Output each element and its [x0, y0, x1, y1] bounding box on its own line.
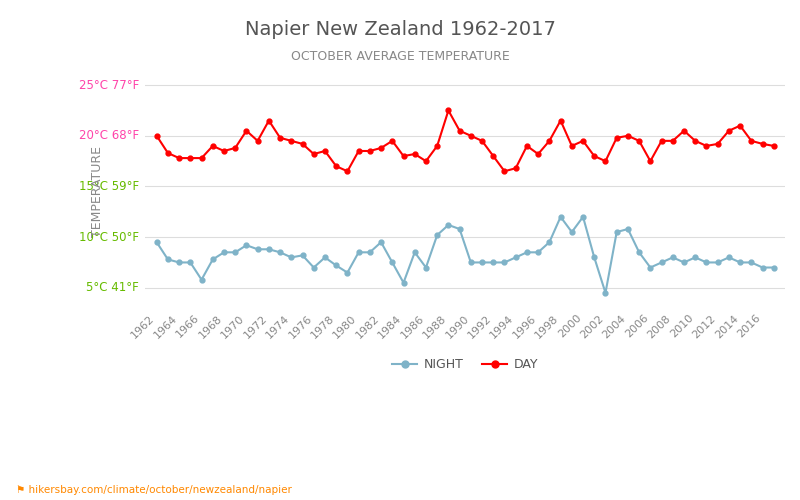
- NIGHT: [534, 250, 543, 256]
- DAY: [163, 150, 173, 156]
- DAY: [443, 108, 453, 114]
- DAY: [152, 133, 162, 139]
- DAY: [578, 138, 588, 144]
- NIGHT: [567, 229, 577, 235]
- Text: 5°C 41°F: 5°C 41°F: [86, 282, 139, 294]
- Text: OCTOBER AVERAGE TEMPERATURE: OCTOBER AVERAGE TEMPERATURE: [290, 50, 510, 63]
- Text: Napier New Zealand 1962-2017: Napier New Zealand 1962-2017: [245, 20, 555, 39]
- Line: DAY: DAY: [154, 108, 776, 174]
- NIGHT: [556, 214, 566, 220]
- Text: TEMPERATURE: TEMPERATURE: [91, 146, 104, 237]
- Text: ⚑ hikersbay.com/climate/october/newzealand/napier: ⚑ hikersbay.com/climate/october/newzeala…: [16, 485, 292, 495]
- DAY: [522, 143, 532, 149]
- DAY: [556, 118, 566, 124]
- NIGHT: [500, 260, 510, 266]
- Legend: NIGHT, DAY: NIGHT, DAY: [387, 354, 543, 376]
- Line: NIGHT: NIGHT: [154, 214, 776, 296]
- Text: 15°C 59°F: 15°C 59°F: [79, 180, 139, 193]
- NIGHT: [601, 290, 610, 296]
- NIGHT: [769, 264, 778, 270]
- NIGHT: [646, 264, 655, 270]
- NIGHT: [376, 239, 386, 245]
- Text: 20°C 68°F: 20°C 68°F: [79, 130, 139, 142]
- DAY: [387, 138, 397, 144]
- DAY: [769, 143, 778, 149]
- NIGHT: [163, 256, 173, 262]
- NIGHT: [152, 239, 162, 245]
- DAY: [342, 168, 352, 174]
- Text: 10°C 50°F: 10°C 50°F: [79, 230, 139, 243]
- Text: 25°C 77°F: 25°C 77°F: [79, 78, 139, 92]
- DAY: [646, 158, 655, 164]
